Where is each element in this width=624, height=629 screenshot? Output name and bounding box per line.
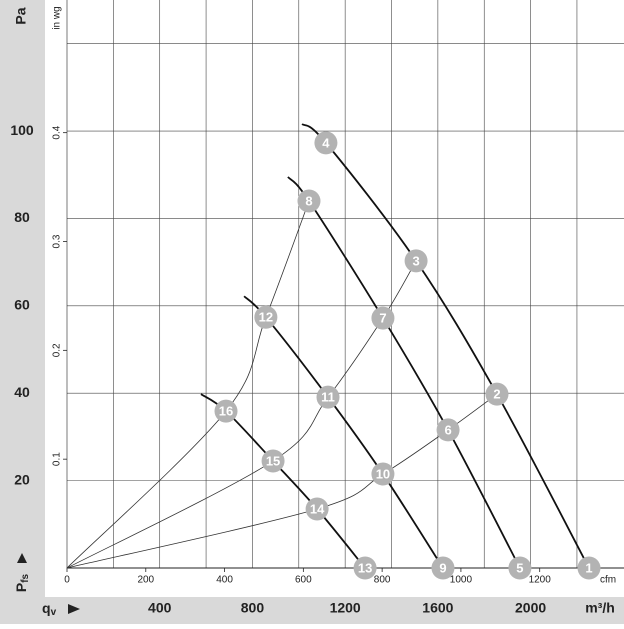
system-curve bbox=[66, 393, 498, 569]
operating-point bbox=[577, 556, 601, 580]
x-tick-label: 1200 bbox=[330, 600, 361, 616]
point-label: 2 bbox=[493, 387, 500, 402]
operating-point bbox=[305, 497, 329, 521]
point-label: 6 bbox=[444, 422, 451, 437]
y2-tick-label: 0.4 bbox=[52, 125, 63, 139]
point-label: 12 bbox=[259, 310, 273, 325]
arrow bbox=[68, 604, 80, 614]
point-label: 9 bbox=[439, 560, 446, 575]
y-tick-label: 80 bbox=[14, 209, 30, 225]
x-tick-label: 1600 bbox=[422, 600, 453, 616]
operating-point bbox=[371, 306, 395, 330]
left-band bbox=[0, 0, 45, 624]
pressure-symbol: Pfs bbox=[13, 573, 31, 592]
pressure-sub: fs bbox=[20, 573, 31, 582]
point-label: 5 bbox=[516, 560, 523, 575]
point-label: 8 bbox=[305, 193, 312, 208]
flow-sub: v bbox=[51, 607, 57, 618]
operating-point bbox=[316, 385, 340, 409]
operating-point bbox=[261, 449, 285, 473]
operating-point bbox=[404, 249, 428, 273]
operating-point bbox=[314, 131, 338, 155]
operating-point bbox=[485, 382, 509, 406]
flow-main: q bbox=[42, 600, 51, 616]
x2-axis-label: cfm bbox=[600, 575, 616, 586]
x-tick-label: 2000 bbox=[515, 600, 546, 616]
operating-point bbox=[214, 399, 238, 423]
y2-tick-label: 0.3 bbox=[52, 234, 63, 248]
fan-curve bbox=[243, 295, 444, 569]
y-axis-label: Pa bbox=[13, 7, 29, 24]
system-curve bbox=[66, 260, 417, 569]
x-tick-label: 800 bbox=[241, 600, 265, 616]
flow-symbol: qv bbox=[42, 600, 57, 618]
x-axis-label: m³/h bbox=[585, 600, 615, 616]
x2-tick-label: 1200 bbox=[529, 575, 552, 586]
x2-tick-label: 600 bbox=[295, 575, 312, 586]
operating-point bbox=[353, 556, 377, 580]
operating-point bbox=[508, 556, 532, 580]
point-label: 14 bbox=[310, 501, 325, 516]
point-label: 4 bbox=[322, 135, 330, 150]
point-label: 16 bbox=[219, 404, 233, 419]
operating-point bbox=[371, 462, 395, 486]
operating-point bbox=[436, 418, 460, 442]
point-label: 13 bbox=[358, 560, 372, 575]
point-label: 10 bbox=[376, 466, 390, 481]
x2-tick-label: 200 bbox=[137, 575, 154, 586]
point-label: 7 bbox=[379, 311, 386, 326]
x2-tick-label: 1000 bbox=[450, 575, 473, 586]
x-tick-label: 400 bbox=[148, 600, 172, 616]
y-tick-label: 40 bbox=[14, 384, 30, 400]
y-tick-label: 100 bbox=[10, 122, 34, 138]
x2-tick-label: 400 bbox=[216, 575, 233, 586]
bottom-band bbox=[0, 597, 624, 624]
pressure-main: P bbox=[13, 583, 29, 592]
y-tick-label: 60 bbox=[14, 297, 30, 313]
point-label: 3 bbox=[412, 253, 419, 268]
operating-point bbox=[431, 556, 455, 580]
point-label: 15 bbox=[266, 453, 280, 468]
arrow bbox=[17, 553, 27, 563]
x2-tick-label: 0 bbox=[64, 575, 70, 586]
operating-point bbox=[297, 189, 321, 213]
y2-tick-label: 0.2 bbox=[52, 343, 63, 357]
y-tick-label: 20 bbox=[14, 471, 30, 487]
operating-point bbox=[254, 305, 278, 329]
y2-tick-label: 0.1 bbox=[52, 452, 63, 466]
x2-tick-label: 800 bbox=[374, 575, 391, 586]
y2-axis-label: in wg bbox=[52, 6, 63, 29]
point-label: 11 bbox=[321, 390, 335, 405]
system-curve bbox=[66, 200, 310, 569]
point-label: 1 bbox=[585, 560, 592, 575]
